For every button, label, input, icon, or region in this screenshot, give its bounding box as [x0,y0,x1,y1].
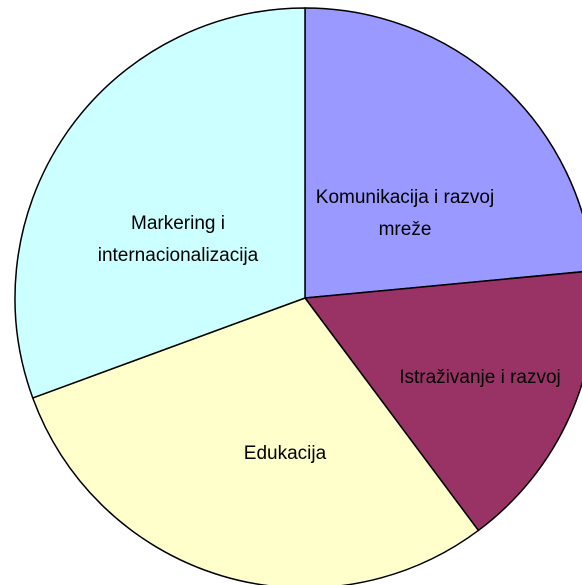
pie-slice [304,7,582,299]
slice-label: Komunikacija i razvoj mreže [315,187,495,240]
slice-label: Edukacija [243,443,327,464]
pie-slice [14,7,306,399]
slice-label: Istraživanje i razvoj [399,367,561,388]
pie-slice [31,297,480,585]
slice-label: Markering i internacionalizacija [97,213,259,266]
pie-slice [303,271,582,532]
